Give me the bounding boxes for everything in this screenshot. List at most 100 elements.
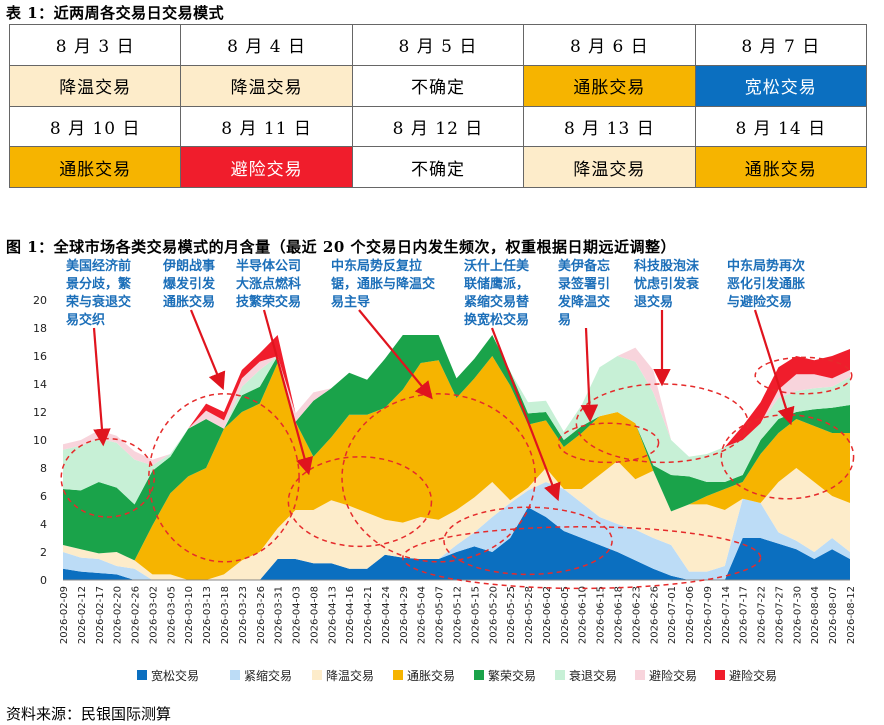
x-tick-label: 2026-03-23 bbox=[238, 586, 249, 644]
x-tick-label: 2026-07-27 bbox=[774, 586, 785, 644]
mode-cell: 降温交易 bbox=[8, 64, 182, 107]
x-tick-label: 2026-04-29 bbox=[399, 586, 410, 644]
x-tick-label: 2026-02-12 bbox=[77, 586, 88, 644]
y-tick-label: 6 bbox=[40, 490, 47, 503]
y-tick-label: 8 bbox=[40, 462, 47, 475]
legend-swatch bbox=[137, 670, 147, 680]
annotation-text: 美伊备忘 bbox=[558, 258, 610, 274]
trading-mode-table: 8 月 3 日 8 月 4 日 8 月 5 日 8 月 6 日 8 月 7 日 … bbox=[8, 24, 868, 188]
date-cell: 8 月 11 日 bbox=[180, 105, 353, 148]
annotation-text: 录签署引 bbox=[558, 276, 610, 292]
figure-caption: 图 1：全球市场各类交易模式的月含量（最近 20 个交易日内发生频次，权重根据日… bbox=[6, 238, 676, 256]
mode-cell: 通胀交易 bbox=[523, 64, 696, 107]
annotation-arrow bbox=[262, 309, 314, 476]
x-tick-label: 2026-05-25 bbox=[506, 586, 517, 644]
x-tick-label: 2026-06-05 bbox=[560, 586, 571, 644]
mode-cell: 避险交易 bbox=[180, 146, 353, 188]
y-tick-label: 12 bbox=[33, 406, 47, 419]
legend-label: 避险交易 bbox=[649, 668, 697, 683]
annotation-text: 美国经济前 bbox=[66, 258, 131, 274]
x-tick-label: 2026-08-04 bbox=[810, 586, 821, 644]
table-caption: 表 1：近两周各交易日交易模式 bbox=[6, 4, 225, 22]
annotation-text: 半导体公司 bbox=[236, 258, 301, 274]
mode-cell: 不确定 bbox=[351, 146, 525, 188]
x-tick-label: 2026-08-07 bbox=[828, 586, 839, 644]
x-tick-label: 2026-05-28 bbox=[524, 586, 535, 644]
mode-row: 通胀交易 避险交易 不确定 降温交易 通胀交易 bbox=[8, 146, 868, 188]
legend-swatch bbox=[715, 670, 725, 680]
series-area bbox=[63, 335, 850, 466]
legend-swatch bbox=[393, 670, 403, 680]
series-area bbox=[63, 482, 850, 580]
x-tick-label: 2026-02-09 bbox=[59, 586, 70, 644]
legend-swatch bbox=[474, 670, 484, 680]
mode-cell: 降温交易 bbox=[180, 64, 353, 107]
annotation-text: 技繁荣交易 bbox=[236, 294, 301, 310]
x-tick-label: 2026-07-06 bbox=[685, 586, 696, 644]
regime-ellipse bbox=[754, 356, 853, 395]
date-cell: 8 月 14 日 bbox=[694, 105, 868, 148]
x-tick-label: 2026-06-15 bbox=[596, 586, 607, 644]
x-tick-label: 2026-04-13 bbox=[327, 586, 338, 644]
annotation-arrow bbox=[92, 327, 111, 447]
legend-label: 繁荣交易 bbox=[488, 668, 536, 683]
x-tick-label: 2026-05-04 bbox=[417, 586, 428, 644]
annotation-text: 沃什上任美 bbox=[464, 258, 530, 274]
date-cell: 8 月 10 日 bbox=[8, 105, 182, 148]
mode-cell: 降温交易 bbox=[523, 146, 696, 188]
annotation-text: 与避险交易 bbox=[727, 294, 792, 310]
x-tick-label: 2026-05-07 bbox=[435, 586, 446, 644]
y-tick-label: 18 bbox=[33, 322, 47, 335]
x-tick-label: 2026-04-03 bbox=[292, 586, 303, 644]
x-tick-label: 2026-03-31 bbox=[274, 586, 285, 644]
series-area bbox=[63, 356, 850, 580]
mode-row: 降温交易 降温交易 不确定 通胀交易 宽松交易 bbox=[8, 64, 868, 107]
x-tick-label: 2026-03-10 bbox=[184, 586, 195, 644]
x-tick-label: 2026-02-26 bbox=[131, 586, 142, 644]
annotation-text: 发降温交 bbox=[557, 294, 610, 310]
x-tick-label: 2026-06-23 bbox=[631, 586, 642, 644]
annotation-text: 退交易 bbox=[634, 294, 673, 310]
annotation-text: 中东局势再次 bbox=[727, 258, 805, 274]
annotation-text: 换宽松交易 bbox=[464, 312, 529, 328]
regime-ellipse bbox=[402, 526, 762, 590]
legend-label: 宽松交易 bbox=[151, 668, 199, 683]
x-tick-label: 2026-05-20 bbox=[488, 586, 499, 644]
annotation-text: 爆发引发 bbox=[163, 276, 216, 292]
legend-label: 降温交易 bbox=[326, 668, 374, 683]
x-tick-label: 2026-03-05 bbox=[166, 586, 177, 644]
x-tick-label: 2026-07-30 bbox=[792, 586, 803, 644]
mode-cell: 宽松交易 bbox=[694, 64, 868, 107]
source-note: 资料来源：民银国际测算 bbox=[6, 705, 172, 723]
date-cell: 8 月 6 日 bbox=[523, 24, 696, 66]
chart-area: 0 2 4 6 8 10 12 14 16 18 20 2026-02-09 2026-02-12 202… bbox=[0, 256, 884, 700]
x-tick-label: 2026-04-16 bbox=[345, 586, 356, 644]
annotation-text: 恶化引发通胀 bbox=[727, 276, 805, 292]
annotation-text: 忧虑引发衰 bbox=[634, 276, 700, 292]
x-tick-label: 2026-03-26 bbox=[256, 586, 267, 644]
y-tick-label: 4 bbox=[40, 518, 47, 531]
x-tick-label: 2026-06-18 bbox=[613, 586, 624, 644]
annotation-text: 易 bbox=[558, 313, 571, 328]
legend-swatch bbox=[312, 670, 322, 680]
y-tick-label: 20 bbox=[33, 294, 47, 307]
annotation-text: 通胀交易 bbox=[163, 294, 215, 310]
regime-ellipse bbox=[557, 422, 660, 464]
legend-label: 通胀交易 bbox=[407, 668, 455, 683]
annotation-text: 大涨点燃科 bbox=[236, 276, 301, 292]
x-tick-label: 2026-08-12 bbox=[846, 586, 857, 644]
series-area bbox=[63, 335, 850, 561]
date-cell: 8 月 7 日 bbox=[694, 24, 868, 66]
x-tick-label: 2026-07-01 bbox=[667, 586, 678, 644]
x-tick-label: 2026-03-18 bbox=[220, 586, 231, 644]
x-tick-label: 2026-04-24 bbox=[381, 586, 392, 644]
date-cell: 8 月 13 日 bbox=[523, 105, 696, 148]
y-tick-label: 14 bbox=[33, 378, 47, 391]
annotation-text: 科技股泡沫 bbox=[634, 258, 700, 274]
y-tick-label: 2 bbox=[40, 546, 47, 559]
x-tick-label: 2026-07-22 bbox=[757, 586, 768, 644]
annotation-text: 易主导 bbox=[331, 294, 370, 310]
series-area bbox=[63, 507, 850, 580]
date-cell: 8 月 3 日 bbox=[8, 24, 182, 66]
annotation-text: 紧缩交易替 bbox=[464, 294, 530, 310]
